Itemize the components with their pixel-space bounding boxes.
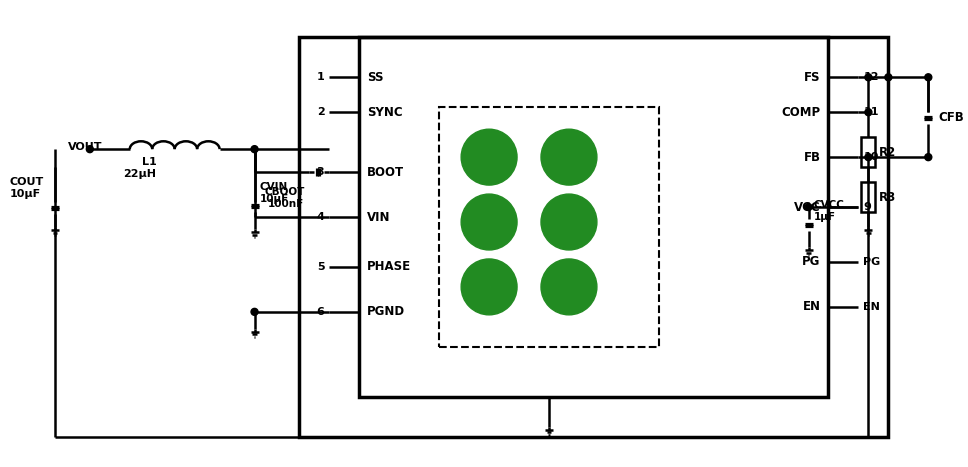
Circle shape bbox=[461, 129, 517, 185]
Text: 2: 2 bbox=[317, 107, 324, 117]
Text: 10μF: 10μF bbox=[10, 189, 41, 199]
Text: CVIN: CVIN bbox=[259, 182, 287, 192]
Circle shape bbox=[541, 129, 597, 185]
Circle shape bbox=[251, 146, 258, 153]
Text: R2: R2 bbox=[878, 146, 895, 159]
Text: 3: 3 bbox=[317, 167, 324, 177]
Text: GND: GND bbox=[515, 217, 543, 227]
Circle shape bbox=[251, 308, 258, 315]
Text: 5: 5 bbox=[317, 262, 324, 272]
Text: EN: EN bbox=[802, 300, 821, 313]
Text: CVCC: CVCC bbox=[813, 200, 844, 210]
Circle shape bbox=[885, 74, 892, 81]
Text: BOOT: BOOT bbox=[367, 166, 405, 178]
Text: 4: 4 bbox=[317, 212, 324, 222]
Text: SS: SS bbox=[367, 71, 384, 84]
Text: 9: 9 bbox=[863, 202, 871, 212]
Text: 10μF: 10μF bbox=[259, 194, 288, 204]
Text: R3: R3 bbox=[878, 191, 895, 204]
Circle shape bbox=[924, 154, 932, 161]
Text: CBOOT: CBOOT bbox=[264, 187, 305, 197]
Text: SYNC: SYNC bbox=[367, 106, 403, 119]
Circle shape bbox=[541, 194, 597, 250]
Bar bbox=[439, 107, 659, 347]
Circle shape bbox=[461, 194, 517, 250]
Text: PHASE: PHASE bbox=[367, 261, 411, 274]
Bar bbox=[862, 182, 875, 212]
Text: L1: L1 bbox=[142, 157, 157, 167]
Text: FB: FB bbox=[803, 151, 821, 163]
Text: PG: PG bbox=[802, 255, 821, 269]
Bar bbox=[359, 37, 829, 396]
Bar bbox=[862, 137, 875, 167]
Text: FS: FS bbox=[804, 71, 821, 84]
Text: VOUT: VOUT bbox=[68, 142, 103, 152]
Text: PG: PG bbox=[863, 257, 881, 267]
Text: 22μH: 22μH bbox=[123, 169, 156, 179]
Circle shape bbox=[86, 146, 93, 153]
Text: VCC: VCC bbox=[794, 200, 821, 213]
Text: 100nF: 100nF bbox=[267, 199, 304, 209]
Text: 10: 10 bbox=[863, 152, 879, 162]
Circle shape bbox=[865, 154, 872, 161]
Text: COUT: COUT bbox=[10, 177, 45, 187]
Text: CFB: CFB bbox=[938, 111, 964, 124]
Circle shape bbox=[805, 204, 812, 211]
Text: 1: 1 bbox=[317, 72, 324, 82]
Text: 6: 6 bbox=[317, 307, 324, 317]
Circle shape bbox=[865, 109, 872, 116]
Text: VIN: VIN bbox=[367, 211, 391, 224]
Text: PGND: PGND bbox=[367, 305, 406, 318]
Circle shape bbox=[541, 259, 597, 315]
Text: 1μF: 1μF bbox=[813, 212, 835, 222]
Text: 11: 11 bbox=[863, 107, 879, 117]
Circle shape bbox=[461, 259, 517, 315]
Bar bbox=[299, 37, 889, 437]
Text: COMP: COMP bbox=[781, 106, 821, 119]
Text: 12: 12 bbox=[863, 72, 879, 82]
Text: EN: EN bbox=[863, 302, 880, 312]
Circle shape bbox=[865, 74, 872, 81]
Circle shape bbox=[924, 74, 932, 81]
